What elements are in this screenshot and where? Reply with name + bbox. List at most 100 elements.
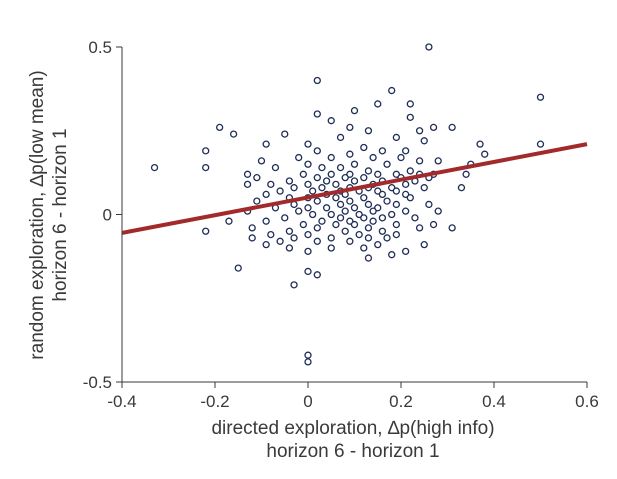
x-tick-label: -0.2: [200, 392, 229, 411]
data-point: [388, 86, 396, 95]
data-point: [392, 133, 401, 142]
data-point: [350, 220, 359, 229]
data-point: [388, 210, 396, 219]
data-point: [369, 207, 377, 215]
data-point: [262, 240, 270, 249]
x-axis-title-line-2: horizon 6 - horizon 1: [266, 441, 439, 462]
data-point: [313, 147, 321, 155]
data-point: [401, 147, 410, 155]
data-point: [318, 184, 326, 192]
data-point: [346, 150, 354, 158]
data-point: [360, 244, 368, 252]
data-point: [392, 230, 401, 239]
data-point: [374, 187, 382, 195]
data-point: [448, 123, 456, 132]
data-point: [215, 123, 224, 132]
data-point: [350, 107, 359, 115]
data-point: [327, 210, 335, 219]
data-point: [374, 100, 382, 108]
data-point: [304, 180, 312, 189]
data-point: [308, 187, 317, 195]
data-point: [313, 271, 321, 279]
data-point: [313, 110, 321, 118]
data-point: [202, 163, 210, 172]
y-axis-title-line-1: random exploration, ∆p(low mean): [27, 70, 48, 359]
y-axis-title-line-2: horizon 6 - horizon 1: [50, 128, 71, 301]
data-point: [378, 214, 387, 222]
data-point: [401, 180, 410, 189]
data-point: [397, 153, 405, 162]
data-point: [290, 184, 298, 192]
data-point: [202, 227, 210, 235]
data-point: [318, 217, 326, 225]
x-tick-label: 0.4: [482, 392, 506, 411]
data-point: [420, 137, 428, 145]
data-point: [401, 207, 410, 215]
data-point: [304, 140, 312, 148]
data-point: [336, 200, 345, 209]
data-point: [374, 240, 382, 249]
data-point: [392, 187, 401, 195]
data-point: [383, 234, 391, 242]
data-point: [355, 210, 363, 219]
data-point: [304, 267, 312, 276]
data-point: [360, 214, 368, 222]
data-point: [378, 190, 387, 199]
data-point: [322, 204, 331, 212]
data-point: [429, 123, 438, 132]
data-point: [415, 127, 424, 135]
data-point: [327, 234, 335, 242]
data-point: [425, 200, 433, 209]
data-points: [150, 43, 545, 366]
y-tick-label: 0.5: [88, 38, 112, 57]
data-point: [290, 234, 298, 242]
data-point: [341, 207, 349, 215]
data-point: [388, 184, 396, 192]
data-point: [406, 167, 414, 175]
data-point: [295, 153, 303, 162]
data-point: [332, 194, 340, 202]
data-point: [257, 157, 266, 165]
data-point: [327, 117, 335, 125]
data-point: [285, 227, 294, 235]
data-point: [360, 173, 368, 182]
data-point: [420, 240, 428, 249]
x-axis-ticks: -0.4 -0.2 0 0.2 0.4 0.6: [107, 382, 599, 411]
x-tick-label: 0: [303, 392, 312, 411]
y-axis-ticks: -0.5 0 0.5: [83, 38, 122, 392]
data-point: [388, 251, 396, 259]
data-point: [536, 140, 545, 148]
data-point: [536, 93, 545, 101]
data-point: [346, 123, 354, 132]
data-point: [253, 197, 261, 205]
data-point: [248, 234, 256, 242]
data-point: [341, 173, 349, 182]
data-point: [313, 173, 321, 182]
data-point: [318, 163, 326, 172]
data-point: [401, 190, 410, 199]
regression-line: [121, 142, 588, 235]
data-point: [281, 214, 289, 222]
data-point: [425, 43, 433, 51]
data-point: [327, 153, 335, 162]
data-point: [378, 227, 387, 235]
data-point: [285, 244, 294, 252]
data-point: [406, 113, 414, 121]
y-tick-label: 0: [103, 206, 112, 225]
data-point: [415, 157, 424, 165]
data-point: [420, 184, 428, 192]
data-point: [346, 217, 354, 225]
data-point: [364, 200, 373, 209]
data-point: [336, 163, 345, 172]
data-point: [406, 194, 414, 202]
data-point: [267, 230, 275, 239]
data-point: [350, 160, 359, 168]
data-point: [267, 180, 275, 189]
data-point: [253, 173, 261, 182]
x-tick-label: 0.2: [389, 392, 413, 411]
data-point: [448, 224, 456, 232]
data-point: [350, 204, 359, 212]
data-point: [429, 220, 438, 229]
data-point: [374, 204, 382, 212]
